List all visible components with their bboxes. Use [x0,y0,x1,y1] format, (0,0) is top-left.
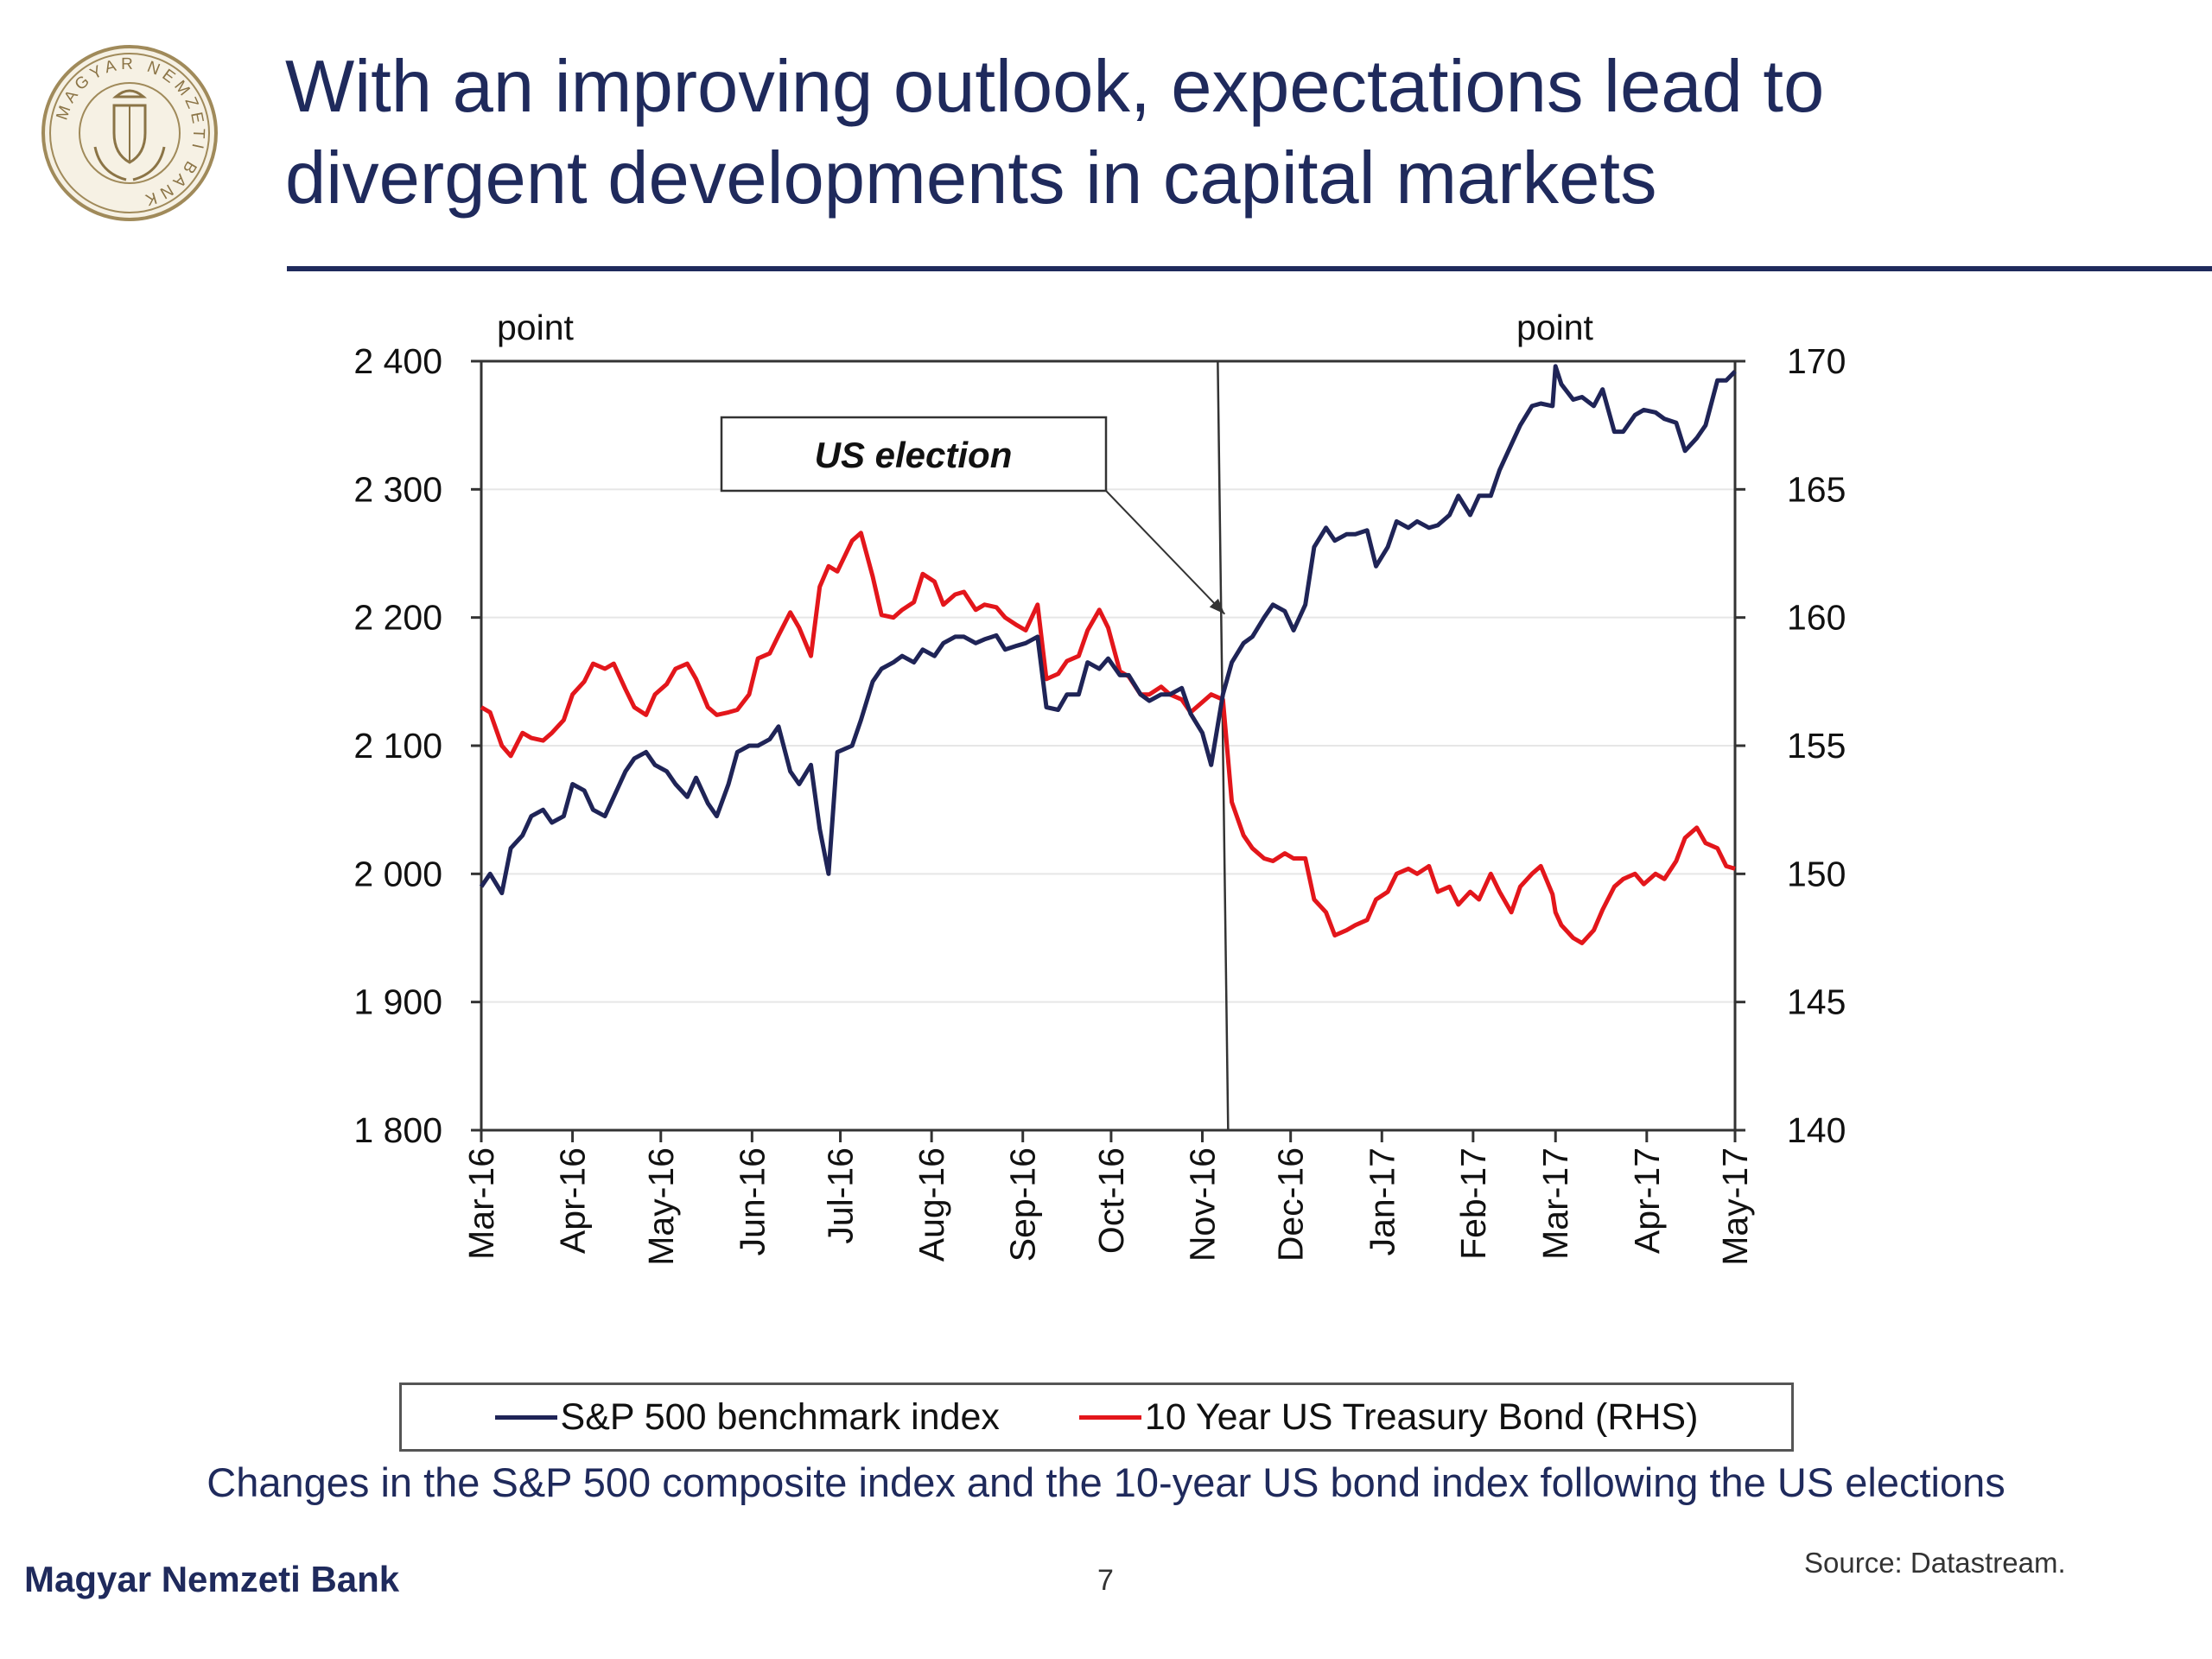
left-y-tick-label: 1 800 [353,1110,442,1150]
chart-gridlines [481,488,1735,1003]
legend-swatch-treasury [1078,1414,1141,1420]
footer-bank-name: Magyar Nemzeti Bank [24,1559,400,1599]
legend-label-sp500: S&P 500 benchmark index [560,1395,1000,1438]
legend-swatch-sp500 [494,1414,557,1420]
legend-item-sp500: S&P 500 benchmark index [494,1395,1000,1439]
chart-series [479,364,1737,945]
x-tick-label: Dec-16 [1271,1147,1311,1262]
mnb-seal-logo: MAGYAR NEMZETI BANK [41,45,218,221]
election-marker-line [1217,360,1230,1131]
right-y-tick-label: 160 [1787,598,1846,638]
left-y-axis: 2 400 2 300 2 200 2 100 2 000 1 900 1 800 [353,341,481,1150]
x-axis: Mar-16 Apr-16 May-16 Jun-16 Jul-16 Aug-16 Sep-… [461,1130,1755,1266]
legend-label-treasury: 10 Year US Treasury Bond (RHS) [1144,1395,1699,1438]
page-number: 7 [1097,1564,1114,1597]
right-y-axis: 170 165 160 155 150 145 140 [1735,341,1846,1150]
slide-title: With an improving outlook, expectations … [285,41,2143,225]
x-tick-label: May-17 [1715,1147,1755,1266]
x-tick-label: Aug-16 [912,1147,951,1262]
right-axis-unit-label: point [1516,308,1594,347]
right-y-tick-label: 155 [1787,726,1846,766]
x-tick-label: Jul-16 [821,1147,861,1244]
left-y-tick-label: 2 300 [353,469,442,509]
election-annotation-label: US election [815,435,1013,475]
x-tick-label: Jun-16 [732,1147,772,1255]
x-tick-label: Feb-17 [1453,1147,1493,1260]
left-y-tick-label: 2 000 [353,854,442,893]
chart-legend: S&P 500 benchmark index 10 Year US Treas… [399,1382,1794,1452]
right-y-tick-label: 150 [1787,854,1846,893]
left-y-tick-label: 2 200 [353,598,442,638]
right-y-tick-label: 170 [1787,341,1846,381]
title-divider [287,266,2212,271]
x-tick-label: Mar-16 [461,1147,501,1260]
line-chart: Mar-16 Apr-16 May-16 Jun-16 Jul-16 Aug-16 Sep-… [353,308,1846,1266]
series-line-sp500 [479,364,1737,896]
x-tick-label: Mar-17 [1535,1147,1575,1260]
source-note: Source: Datastream. [1804,1547,2066,1579]
right-y-tick-label: 140 [1787,1110,1846,1150]
right-y-tick-label: 145 [1787,982,1846,1022]
slide-title-line-1: With an improving outlook, expectations … [285,46,1825,128]
x-tick-label: Nov-16 [1182,1147,1222,1262]
x-tick-label: Sep-16 [1003,1147,1043,1262]
x-tick-label: Oct-16 [1091,1147,1131,1254]
left-axis-unit-label: point [497,308,575,347]
x-tick-label: Apr-16 [553,1147,593,1254]
election-annotation-pointer [1105,490,1226,615]
x-tick-label: Jan-17 [1362,1147,1402,1255]
slide-title-line-2: divergent developments in capital market… [285,137,1657,219]
left-y-tick-label: 2 400 [353,341,442,381]
left-y-tick-label: 1 900 [353,982,442,1022]
series-line-treasury [480,531,1736,945]
chart-caption: Changes in the S&P 500 composite index a… [207,1459,2005,1505]
right-y-tick-label: 165 [1787,469,1846,509]
legend-item-treasury: 10 Year US Treasury Bond (RHS) [1078,1395,1699,1439]
left-y-tick-label: 2 100 [353,726,442,766]
x-tick-label: May-16 [641,1147,681,1266]
x-tick-label: Apr-17 [1627,1147,1667,1254]
election-annotation-box [720,416,1108,493]
election-annotation-arrowhead [1209,598,1225,614]
